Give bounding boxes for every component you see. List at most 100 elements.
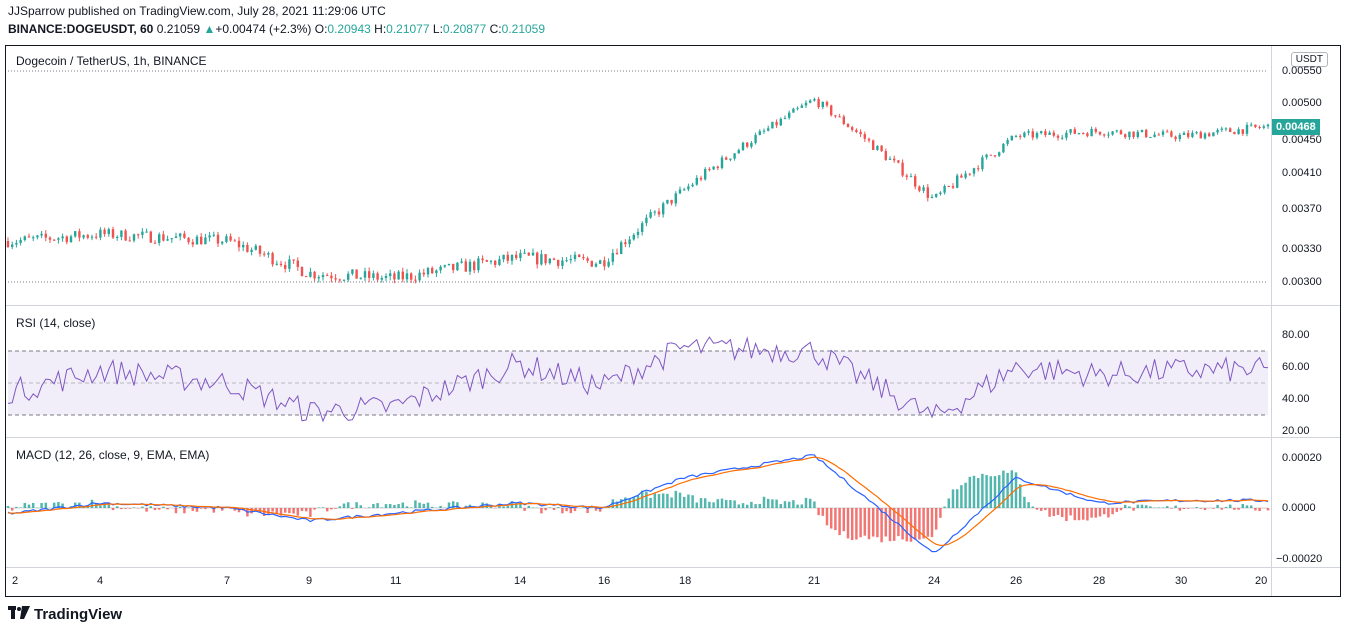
candle-body [1262,126,1265,128]
candle-body [804,102,808,106]
candle-body [674,193,677,204]
candle-body [27,236,31,238]
candle-body [489,260,493,262]
candle-body [397,271,400,280]
candle-body [624,242,627,245]
candle-body [1086,133,1089,137]
price-tick: 0.00550 [1282,65,1322,77]
candle-body [237,240,241,248]
candle-body [540,254,543,265]
candle-body [779,118,782,126]
candle-body [565,260,568,262]
candle-body [372,273,375,278]
candle-body [893,158,896,161]
candle-body [569,259,572,261]
triangle-up-icon: ▲ [203,22,216,36]
macd-tick: −0.00020 [1276,553,1323,565]
time-tick: 24 [928,575,941,587]
rsi-pane-title[interactable]: RSI (14, close) [14,316,98,330]
candle-body [788,112,791,118]
candle-body [452,263,455,271]
candle-body [317,277,320,279]
candle-body [880,145,883,152]
price-pane-title[interactable]: Dogecoin / TetherUS, 1h, BINANCE [14,54,209,68]
candle-body [258,245,262,254]
candle-body [1014,135,1018,137]
price-axis-separator [1271,46,1272,596]
price-tick: 0.00300 [1282,276,1322,288]
candle-body [195,236,199,245]
candle-body [1094,128,1097,132]
candle-body [1040,131,1043,134]
macd-signal-line [7,456,1269,547]
candle-body [351,269,354,274]
candle-body [1199,132,1202,139]
candle-body [225,236,228,242]
candle-body [1044,131,1047,135]
rsi-tick: 20.00 [1282,425,1310,437]
candle-body [1229,128,1232,132]
candle-body [544,254,547,264]
candle-body [1124,134,1127,138]
candle-body [989,154,992,156]
candle-body [464,261,467,272]
candle-body [586,258,589,261]
candle-body [594,263,598,267]
candle-body [519,253,522,259]
candle-body [200,236,203,245]
candle-body [704,169,707,180]
candle-body [645,217,648,224]
candle-body [1098,131,1102,135]
candle-body [1006,140,1009,144]
footer-brand[interactable]: TradingView [8,606,122,624]
candle-body [720,157,724,169]
candle-body [872,140,875,150]
candle-body [741,142,745,151]
candle-body [527,252,530,256]
candle-body [746,142,749,147]
candle-body [1203,133,1207,139]
candle-body [233,240,236,242]
candle-body [1056,135,1060,138]
candle-body [1216,129,1219,133]
candle-body [1250,124,1253,126]
candle-body [599,260,602,264]
candle-body [1212,132,1215,137]
candle-body [716,166,719,169]
candle-body [65,236,68,243]
candle-body [863,134,866,139]
chart-canvas[interactable] [6,46,1340,596]
candle-body [1140,129,1144,132]
pane-separator[interactable] [6,305,1340,306]
candle-body [153,242,157,244]
candle-body [725,157,728,160]
candle-body [107,229,110,235]
candle-body [901,162,904,176]
candle-body [405,273,409,280]
time-tick: 28 [1093,575,1106,587]
time-tick: 26 [1010,575,1023,587]
candle-body [40,233,43,236]
chart-frame[interactable]: Dogecoin / TetherUS, 1h, BINANCE USDT 0.… [5,45,1341,597]
pane-separator[interactable] [6,437,1340,438]
rsi-tick: 60.00 [1282,361,1310,373]
macd-pane-title[interactable]: MACD (12, 26, close, 9, EMA, EMA) [14,448,212,462]
time-tick: 18 [679,575,692,587]
candle-body [1136,131,1139,137]
candle-body [800,105,803,108]
candle-body [1187,132,1190,137]
candle-body [792,108,795,113]
candle-body [384,275,388,278]
candle-body [439,266,442,271]
currency-button[interactable]: USDT [1290,52,1328,67]
candle-body [842,116,845,124]
candle-body [620,242,623,254]
time-tick: 20 [1255,575,1268,587]
candle-body [662,203,665,215]
candle-body [1111,131,1114,135]
candle-body [876,145,879,150]
candle-body [813,99,816,101]
time-tick: 7 [224,575,231,587]
candle-body [1082,133,1085,135]
candle-body [330,275,333,279]
